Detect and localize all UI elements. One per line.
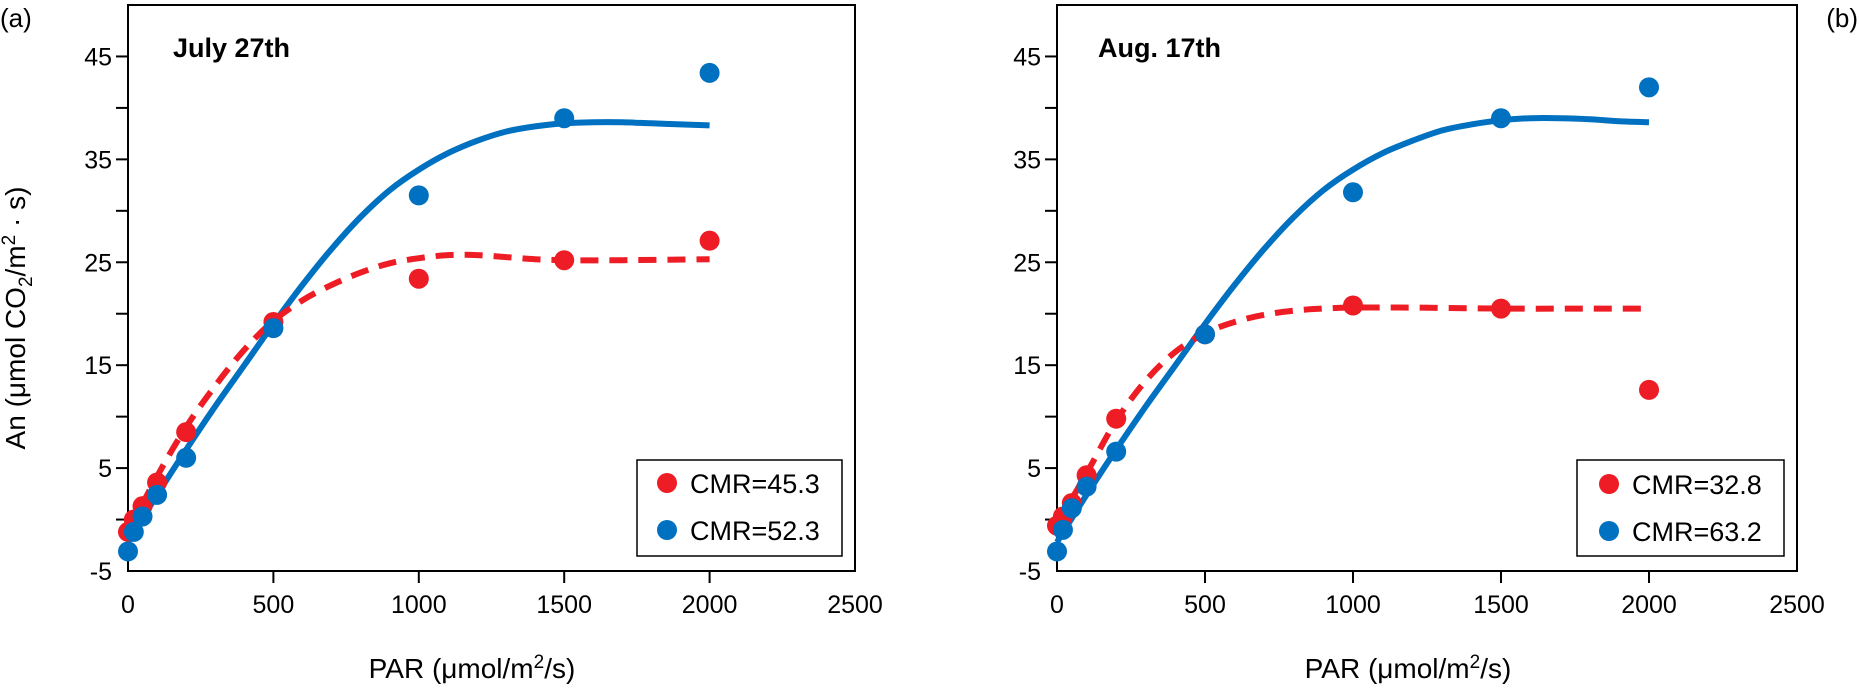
y-ticks-a: -5 5 15 25 35 45 xyxy=(84,43,128,586)
x-tick-label: 0 xyxy=(121,591,135,619)
panel-b: (b) -5 5 15 25 35 45 0 500 1000 1500 2000 2500 Aug… xyxy=(1013,3,1858,684)
x-ticks-b: 0 500 1000 1500 2000 2500 xyxy=(1050,571,1825,619)
x-tick-label: 0 xyxy=(1050,591,1064,619)
point-a-0-7 xyxy=(554,250,575,271)
x-tick-label: 2000 xyxy=(682,591,738,619)
chart-title-b: Aug. 17th xyxy=(1098,33,1221,63)
x-tick-label: 2500 xyxy=(827,591,883,619)
x-tick-label: 1500 xyxy=(1473,591,1529,619)
y-tick-label: 25 xyxy=(84,249,112,277)
fit-lines-a xyxy=(125,119,710,544)
x-tick-label: 1500 xyxy=(536,591,592,619)
point-b-1-4 xyxy=(1106,441,1127,462)
point-a-0-8 xyxy=(699,230,720,251)
point-b-1-2 xyxy=(1061,498,1082,519)
y-tick-label: 5 xyxy=(98,455,112,483)
legend-entry-a-0: CMR=45.3 xyxy=(690,469,820,499)
legend-b: CMR=32.8 CMR=63.2 xyxy=(1576,459,1785,557)
x-axis-label-a: PAR (μmol/m2/s) xyxy=(369,652,576,684)
y-tick-label: -5 xyxy=(1019,558,1041,586)
panel-label-a: (a) xyxy=(0,3,32,33)
plot-area-b xyxy=(1056,4,1798,572)
point-a-1-7 xyxy=(554,108,575,129)
point-b-1-7 xyxy=(1491,108,1511,129)
fit-lines-b xyxy=(1054,115,1650,544)
legend-marker-b-1 xyxy=(1599,521,1619,541)
x-axis-label-b: PAR (μmol/m2/s) xyxy=(1305,652,1512,684)
point-b-1-8 xyxy=(1639,77,1659,98)
fit-line-b-1 xyxy=(1054,115,1650,544)
legend-a: CMR=45.3 CMR=52.3 xyxy=(636,459,843,557)
y-tick-label: 5 xyxy=(1027,455,1041,483)
point-a-1-3 xyxy=(147,484,168,505)
point-a-1-8 xyxy=(699,62,720,83)
legend-entry-b-1: CMR=63.2 xyxy=(1632,517,1762,547)
y-tick-label: 45 xyxy=(1013,43,1041,71)
y-tick-label: 35 xyxy=(1013,146,1041,174)
legend-entry-b-0: CMR=32.8 xyxy=(1632,470,1762,500)
plot-area-a xyxy=(127,4,856,572)
x-tick-label: 2500 xyxy=(1769,591,1825,619)
y-tick-label: -5 xyxy=(90,558,112,586)
points-b xyxy=(1047,77,1659,562)
point-b-1-0 xyxy=(1047,541,1067,562)
point-b-0-6 xyxy=(1343,295,1363,316)
point-a-1-4 xyxy=(176,447,197,468)
fit-line-a-0 xyxy=(125,251,710,534)
points-a xyxy=(118,62,720,562)
x-tick-label: 1000 xyxy=(391,591,447,619)
point-a-1-0 xyxy=(118,541,138,562)
x-ticks-a: 0 500 1000 1500 2000 2500 xyxy=(121,571,883,619)
legend-marker-a-1 xyxy=(657,520,677,540)
point-b-0-7 xyxy=(1491,298,1511,319)
point-a-0-6 xyxy=(408,268,429,289)
point-a-1-5 xyxy=(263,318,284,339)
point-b-1-5 xyxy=(1195,324,1215,345)
point-b-0-8 xyxy=(1639,379,1659,400)
y-tick-label: 15 xyxy=(1013,352,1041,380)
point-a-0-4 xyxy=(176,422,197,443)
y-axis-label: An (μmol CO2/m2 · s) xyxy=(0,187,37,450)
point-b-1-6 xyxy=(1343,182,1363,203)
y-tick-label: 45 xyxy=(84,43,112,71)
fit-line-b-0 xyxy=(1054,304,1649,527)
panel-a: (a) -5 5 15 25 35 45 0 500 1000 1500 2000 2500 Jul… xyxy=(0,3,883,684)
point-b-1-1 xyxy=(1052,519,1073,540)
x-tick-label: 1000 xyxy=(1325,591,1381,619)
y-tick-label: 35 xyxy=(84,146,112,174)
point-b-0-4 xyxy=(1106,408,1127,429)
fit-line-a-1 xyxy=(125,119,710,544)
y-tick-label: 15 xyxy=(84,352,112,380)
point-a-1-1 xyxy=(123,521,144,542)
panel-label-b: (b) xyxy=(1826,3,1858,33)
point-a-1-6 xyxy=(408,185,429,206)
legend-marker-b-0 xyxy=(1599,474,1619,494)
y-tick-label: 25 xyxy=(1013,249,1041,277)
y-ticks-b: -5 5 15 25 35 45 xyxy=(1013,43,1057,586)
legend-marker-a-0 xyxy=(657,473,677,493)
x-tick-label: 2000 xyxy=(1621,591,1677,619)
point-b-1-3 xyxy=(1076,476,1097,497)
point-a-1-2 xyxy=(132,506,153,527)
x-tick-label: 500 xyxy=(253,591,295,619)
chart-title-a: July 27th xyxy=(173,33,290,63)
legend-entry-a-1: CMR=52.3 xyxy=(690,516,820,546)
x-tick-label: 500 xyxy=(1184,591,1226,619)
